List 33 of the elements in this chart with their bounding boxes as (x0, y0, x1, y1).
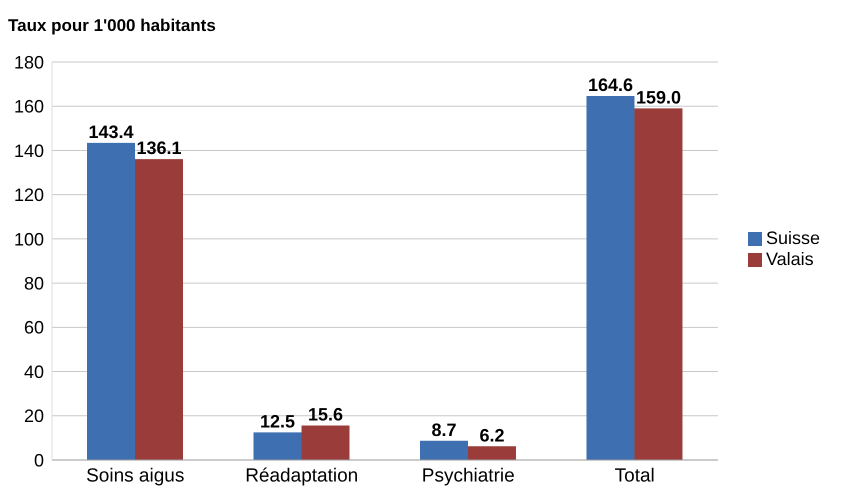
y-tick-label: 60 (24, 318, 44, 338)
legend-label: Suisse (766, 228, 820, 248)
data-label: 164.6 (588, 75, 633, 96)
bar (586, 96, 634, 460)
bar (253, 432, 302, 460)
data-label: 8.7 (431, 420, 456, 440)
data-label: 15.6 (308, 404, 344, 425)
x-tick-label: Réadaptation (245, 465, 358, 486)
legend-label: Valais (766, 249, 814, 269)
y-tick-label: 140 (14, 140, 44, 161)
y-tick-label: 160 (14, 96, 44, 117)
y-tick-label: 120 (14, 185, 44, 206)
bar (87, 142, 135, 460)
y-tick-label: 0 (34, 450, 44, 470)
data-label: 136.1 (136, 138, 182, 158)
data-label: 12.5 (260, 411, 296, 432)
x-tick-label: Total (614, 465, 655, 486)
data-label: 6.2 (479, 425, 504, 446)
bar (420, 440, 468, 460)
y-tick-label: 40 (24, 362, 44, 382)
x-tick-label: Psychiatrie (422, 465, 515, 486)
data-label: 159.0 (636, 87, 681, 108)
bar (634, 108, 682, 460)
y-tick-label: 20 (24, 406, 44, 426)
bar (135, 159, 183, 460)
y-tick-label: 80 (24, 274, 44, 294)
y-tick-label: 100 (14, 229, 44, 250)
x-tick-label: Soins aigus (86, 465, 184, 486)
chart-title: Taux pour 1'000 habitants (8, 16, 216, 36)
y-tick-label: 180 (14, 52, 44, 72)
bar (468, 446, 516, 460)
bar (301, 426, 350, 460)
data-label: 143.4 (88, 122, 134, 142)
